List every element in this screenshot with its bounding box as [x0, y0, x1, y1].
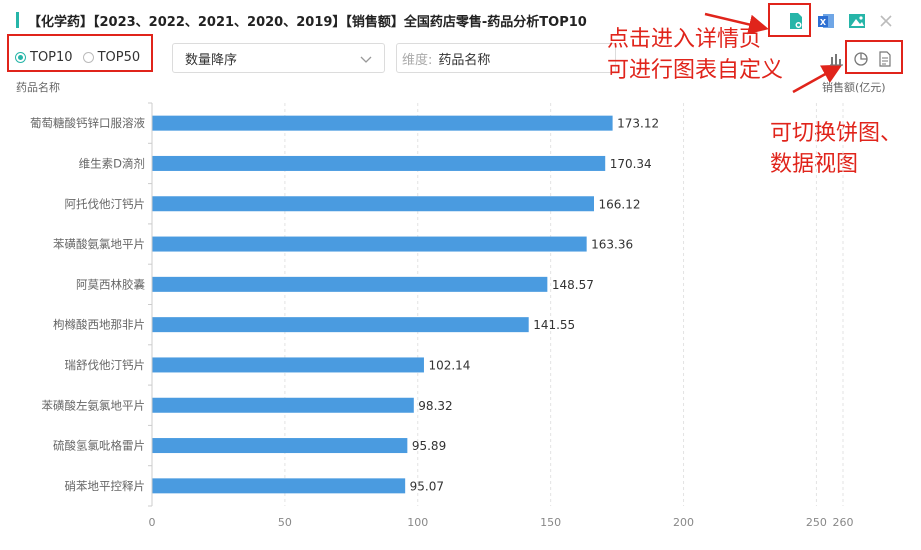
x-tick-label: 100 [407, 516, 428, 529]
bar [152, 155, 606, 171]
data-label: 141.55 [533, 318, 575, 332]
data-label: 173.12 [617, 117, 659, 131]
x-tick-label: 260 [833, 516, 854, 529]
bar [152, 478, 406, 494]
data-label: 95.89 [412, 439, 446, 453]
bar [152, 317, 529, 333]
category-label: 瑞舒伐他汀钙片 [65, 358, 146, 372]
category-label: 阿莫西林胶囊 [76, 277, 145, 291]
radio-top10[interactable]: TOP10 [15, 50, 73, 65]
data-label: 163.36 [591, 238, 633, 252]
doc-settings-icon[interactable] [786, 11, 806, 31]
annotation-detail-line1: 点击进入详情页 [607, 27, 762, 52]
data-label: 95.07 [410, 479, 444, 493]
title-accent-bar [16, 12, 19, 28]
top-radio-group: TOP10 TOP50 [15, 50, 140, 65]
bar [152, 236, 587, 252]
dimension-label: 维度: [402, 52, 433, 68]
data-label: 148.57 [552, 278, 594, 292]
bar [152, 357, 424, 373]
sort-select-value: 数量降序 [185, 52, 238, 68]
data-label: 170.34 [610, 157, 652, 171]
annotation-detail-line2: 可进行图表自定义 [607, 58, 784, 83]
bar [152, 438, 408, 454]
dimension-value: 药品名称 [438, 52, 491, 68]
category-label: 硝苯地平控释片 [65, 479, 146, 493]
detail-button-highlight [768, 3, 811, 37]
radio-top10-dot [15, 52, 26, 63]
category-label: 硫酸氢氯吡格雷片 [53, 439, 145, 453]
y-axis-name: 药品名称 [16, 81, 60, 94]
pie-chart-icon[interactable] [852, 50, 870, 68]
dimension-field[interactable]: 维度: 药品名称 [396, 43, 616, 73]
chevron-down-icon [360, 53, 372, 68]
excel-icon[interactable]: X [816, 11, 836, 31]
bar [152, 276, 548, 292]
category-label: 葡萄糖酸钙锌口服溶液 [30, 116, 145, 130]
data-view-icon[interactable] [876, 50, 894, 68]
close-icon[interactable] [876, 11, 896, 31]
radio-top50-dot [82, 52, 94, 63]
x-tick-label: 200 [673, 516, 694, 529]
view-switch-highlight [845, 40, 903, 74]
bar [152, 397, 414, 413]
page-title: 【化学药】【2023、2022、2021、2020、2019】【销售额】全国药店… [28, 15, 587, 30]
radio-top50[interactable]: TOP50 [82, 50, 141, 65]
x-tick-label: 250 [806, 516, 827, 529]
category-label: 苯磺酸左氨氯地平片 [42, 398, 146, 412]
image-icon[interactable] [847, 11, 867, 31]
data-label: 166.12 [598, 197, 640, 211]
category-label: 枸橼酸西地那非片 [53, 318, 145, 332]
sort-select[interactable]: 数量降序 [172, 43, 385, 73]
category-label: 阿托伐他汀钙片 [65, 197, 146, 211]
svg-text:X: X [820, 18, 827, 27]
bar-chart-icon[interactable] [827, 50, 845, 68]
data-label: 102.14 [428, 358, 470, 372]
x-axis-name: 销售额(亿元) [822, 81, 886, 94]
category-label: 苯磺酸氨氯地平片 [53, 237, 145, 251]
annotation-switch-line1: 可切换饼图、 [770, 121, 903, 146]
bar [152, 196, 594, 212]
radio-top50-label: TOP50 [97, 50, 141, 65]
bar [152, 115, 613, 131]
x-tick-label: 50 [278, 516, 292, 529]
data-label: 98.32 [418, 399, 452, 413]
radio-top10-label: TOP10 [30, 50, 73, 65]
category-label: 维生素D滴剂 [79, 156, 145, 170]
x-tick-label: 0 [149, 516, 156, 529]
top-selector-highlight [7, 34, 153, 72]
x-tick-label: 150 [540, 516, 561, 529]
